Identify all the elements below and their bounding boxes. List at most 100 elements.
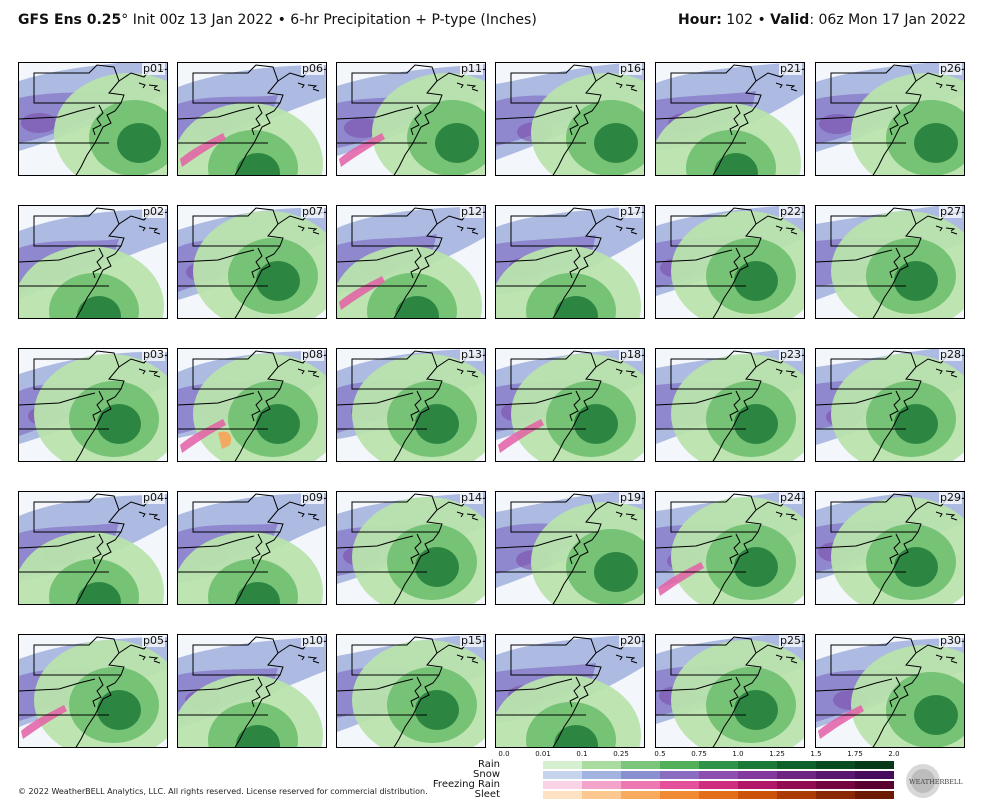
ensemble-panel: p16 <box>495 62 645 176</box>
legend-swatch <box>504 781 543 789</box>
member-label: p11 <box>460 62 483 75</box>
legend-color-bar <box>504 781 894 789</box>
ensemble-panel: p07 <box>177 205 327 319</box>
member-label: p23 <box>779 348 802 361</box>
legend-tick-label: 1.75 <box>847 750 863 758</box>
member-label: p17 <box>619 205 642 218</box>
legend-swatch <box>855 781 894 789</box>
legend-swatch <box>543 791 582 799</box>
legend-color-bar <box>504 761 894 769</box>
ensemble-panel: p06 <box>177 62 327 176</box>
bullet-separator-2: • <box>757 12 766 28</box>
legend-tick-label: 1.5 <box>810 750 822 758</box>
legend-swatch <box>582 761 621 769</box>
legend-swatch <box>699 771 738 779</box>
legend-tick-label: 0.0 <box>498 750 510 758</box>
ensemble-panel: p26 <box>815 62 965 176</box>
member-label: p30 <box>939 634 962 647</box>
ensemble-panel: p03 <box>18 348 168 462</box>
hour-value: 102 <box>721 12 758 28</box>
init-time: Init 00z 13 Jan 2022 <box>128 12 274 28</box>
ensemble-panel: p27 <box>815 205 965 319</box>
ensemble-panel: p30 <box>815 634 965 748</box>
degree-sign: ° <box>121 12 129 28</box>
member-label: p13 <box>460 348 483 361</box>
member-label: p22 <box>779 205 802 218</box>
legend-swatch <box>504 791 543 799</box>
legend-swatch <box>777 791 816 799</box>
member-label: p28 <box>939 348 962 361</box>
member-label: p21 <box>779 62 802 75</box>
copyright-footer: © 2022 WeatherBELL Analytics, LLC. All r… <box>18 787 428 796</box>
legend-swatch <box>816 781 855 789</box>
product-name: 6-hr Precipitation + P-type (Inches) <box>285 12 537 28</box>
legend-swatch <box>855 761 894 769</box>
ensemble-panel: p14 <box>336 491 486 605</box>
legend-swatch <box>621 761 660 769</box>
member-label: p24 <box>779 491 802 504</box>
legend-swatch <box>504 761 543 769</box>
legend-swatch <box>816 771 855 779</box>
member-label: p09 <box>301 491 324 504</box>
ensemble-panel: p25 <box>655 634 805 748</box>
ensemble-panel: p02 <box>18 205 168 319</box>
legend-swatch <box>660 761 699 769</box>
valid-value: : 06z Mon 17 Jan 2022 <box>809 12 966 28</box>
member-label: p20 <box>619 634 642 647</box>
ensemble-panel-grid: p01 p06 p11 p16 p21 p26 p02 p07 p12 p17 p22 p27 p03 p… <box>18 62 965 748</box>
member-label: p27 <box>939 205 962 218</box>
legend-swatch <box>777 771 816 779</box>
ensemble-panel: p05 <box>18 634 168 748</box>
member-label: p18 <box>619 348 642 361</box>
ensemble-panel: p22 <box>655 205 805 319</box>
member-label: p01 <box>142 62 165 75</box>
legend-swatch <box>621 781 660 789</box>
bullet-separator: • <box>277 12 286 28</box>
legend-tick-label: 0.1 <box>576 750 588 758</box>
legend-color-bar <box>504 791 894 799</box>
ensemble-panel: p20 <box>495 634 645 748</box>
legend-swatch <box>504 771 543 779</box>
member-label: p12 <box>460 205 483 218</box>
legend-swatch <box>738 791 777 799</box>
member-label: p08 <box>301 348 324 361</box>
valid-label: Valid <box>770 12 810 28</box>
member-label: p26 <box>939 62 962 75</box>
svg-text:WEATHERBELL: WEATHERBELL <box>909 778 963 786</box>
header-title: GFS Ens 0.25° Init 00z 13 Jan 2022 • 6-h… <box>18 12 537 28</box>
ensemble-panel: p12 <box>336 205 486 319</box>
legend-swatch <box>699 791 738 799</box>
legend-tick-label: 0.01 <box>535 750 551 758</box>
member-label: p05 <box>142 634 165 647</box>
ensemble-panel: p17 <box>495 205 645 319</box>
legend-swatch <box>621 771 660 779</box>
member-label: p10 <box>301 634 324 647</box>
member-label: p25 <box>779 634 802 647</box>
legend-tick-label: 1.25 <box>769 750 785 758</box>
ensemble-panel: p28 <box>815 348 965 462</box>
ensemble-panel: p15 <box>336 634 486 748</box>
model-name: GFS Ens 0.25 <box>18 12 122 28</box>
legend-swatch <box>582 781 621 789</box>
legend-swatch <box>660 781 699 789</box>
ensemble-panel: p09 <box>177 491 327 605</box>
member-label: p07 <box>301 205 324 218</box>
ensemble-panel: p10 <box>177 634 327 748</box>
legend-tick-label: 0.5 <box>654 750 666 758</box>
legend-tick-label: 2.0 <box>888 750 900 758</box>
ensemble-panel: p19 <box>495 491 645 605</box>
member-label: p14 <box>460 491 483 504</box>
legend-color-bar <box>504 771 894 779</box>
ensemble-panel: p13 <box>336 348 486 462</box>
member-label: p29 <box>939 491 962 504</box>
header-valid: Hour: 102 • Valid: 06z Mon 17 Jan 2022 <box>678 12 966 28</box>
legend-swatch <box>543 761 582 769</box>
legend-swatch <box>816 761 855 769</box>
legend-ptype-name: Freezing Rain <box>432 779 500 790</box>
ensemble-panel: p08 <box>177 348 327 462</box>
weatherbell-logo: WEATHERBELL <box>905 760 965 802</box>
legend-swatch <box>777 761 816 769</box>
legend-swatch <box>582 771 621 779</box>
legend-swatch <box>855 791 894 799</box>
ensemble-panel: p01 <box>18 62 168 176</box>
